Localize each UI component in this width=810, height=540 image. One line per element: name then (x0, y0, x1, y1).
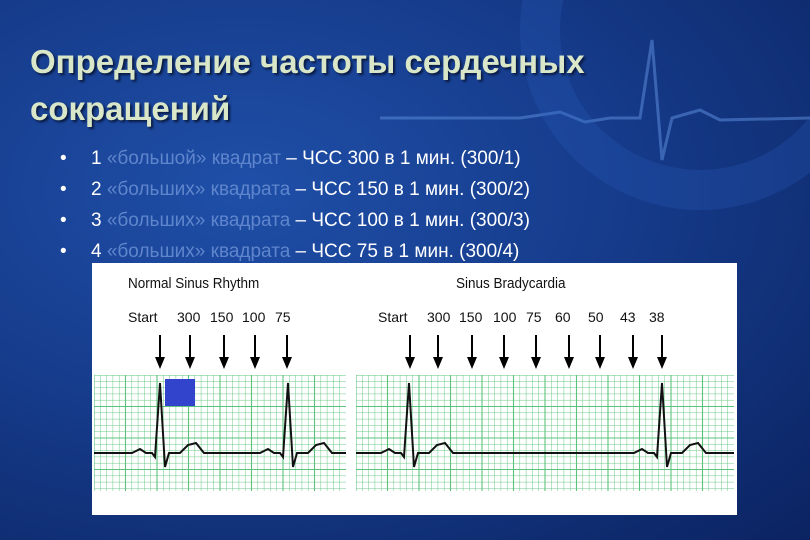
arrow-down-icon (433, 357, 443, 369)
ecg-strip-normal (94, 375, 346, 491)
bullet-list: • 1 «большой» квадрат – ЧСС 300 в 1 мин.… (60, 143, 530, 267)
rate-label: 38 (649, 309, 665, 325)
bullet-dot-icon: • (60, 179, 67, 200)
arrow-down-icon (467, 357, 477, 369)
rate-label: Start (378, 309, 408, 325)
rate-label: 150 (459, 309, 483, 325)
bullet-item: • 2 «больших» квадрата – ЧСС 150 в 1 мин… (60, 174, 530, 205)
arrow-down-icon (531, 357, 541, 369)
bullet-item: • 4 «больших» квадрата – ЧСС 75 в 1 мин.… (60, 236, 530, 267)
arrow-down-icon (282, 357, 292, 369)
rate-label: 300 (427, 309, 451, 325)
arrow-down-icon (628, 357, 638, 369)
bullet-dot-icon: • (60, 148, 67, 169)
bullet-dot-icon: • (60, 241, 67, 262)
arrow-down-icon (657, 357, 667, 369)
bullet-highlight: «больших» квадрата (106, 241, 291, 262)
title-line-1: Определение частоты сердечных (30, 43, 585, 80)
left-strip-title: Normal Sinus Rhythm (128, 275, 260, 292)
rate-label: Start (128, 309, 158, 325)
bullet-highlight: «большой» квадрат (106, 148, 281, 169)
bullet-item: • 3 «больших» квадрата – ЧСС 100 в 1 мин… (60, 205, 530, 236)
arrow-down-icon (405, 357, 415, 369)
rate-label: 60 (555, 309, 571, 325)
arrow-down-icon (595, 357, 605, 369)
rate-label: 300 (177, 309, 201, 325)
title-line-2: сокращений (30, 90, 231, 127)
arrow-down-icon (155, 357, 165, 369)
rate-label: 100 (242, 309, 266, 325)
ecg-strip-bradycardia (356, 375, 734, 491)
ecg-trace (356, 382, 734, 468)
bullet-highlight: «больших» квадрата (106, 179, 291, 200)
rate-label: 100 (493, 309, 517, 325)
right-strip-title: Sinus Bradycardia (456, 275, 566, 292)
arrow-down-icon (185, 357, 195, 369)
ecg-figure: Normal Sinus Rhythm Sinus Bradycardia St… (92, 263, 737, 515)
arrow-down-icon (564, 357, 574, 369)
rate-label: 150 (210, 309, 234, 325)
bullet-dot-icon: • (60, 210, 67, 231)
rate-arrows (155, 335, 667, 369)
ecg-trace (94, 382, 346, 468)
rate-label: 43 (620, 309, 636, 325)
rate-label: 50 (588, 309, 604, 325)
rate-label: 75 (526, 309, 542, 325)
arrow-down-icon (250, 357, 260, 369)
big-square-highlight (165, 379, 195, 406)
bullet-highlight: «больших» квадрата (106, 210, 291, 231)
arrow-down-icon (499, 357, 509, 369)
rate-label: 75 (275, 309, 291, 325)
slide-title: Определение частоты сердечных сокращений (30, 38, 770, 132)
bullet-item: • 1 «большой» квадрат – ЧСС 300 в 1 мин.… (60, 143, 530, 174)
arrow-down-icon (219, 357, 229, 369)
